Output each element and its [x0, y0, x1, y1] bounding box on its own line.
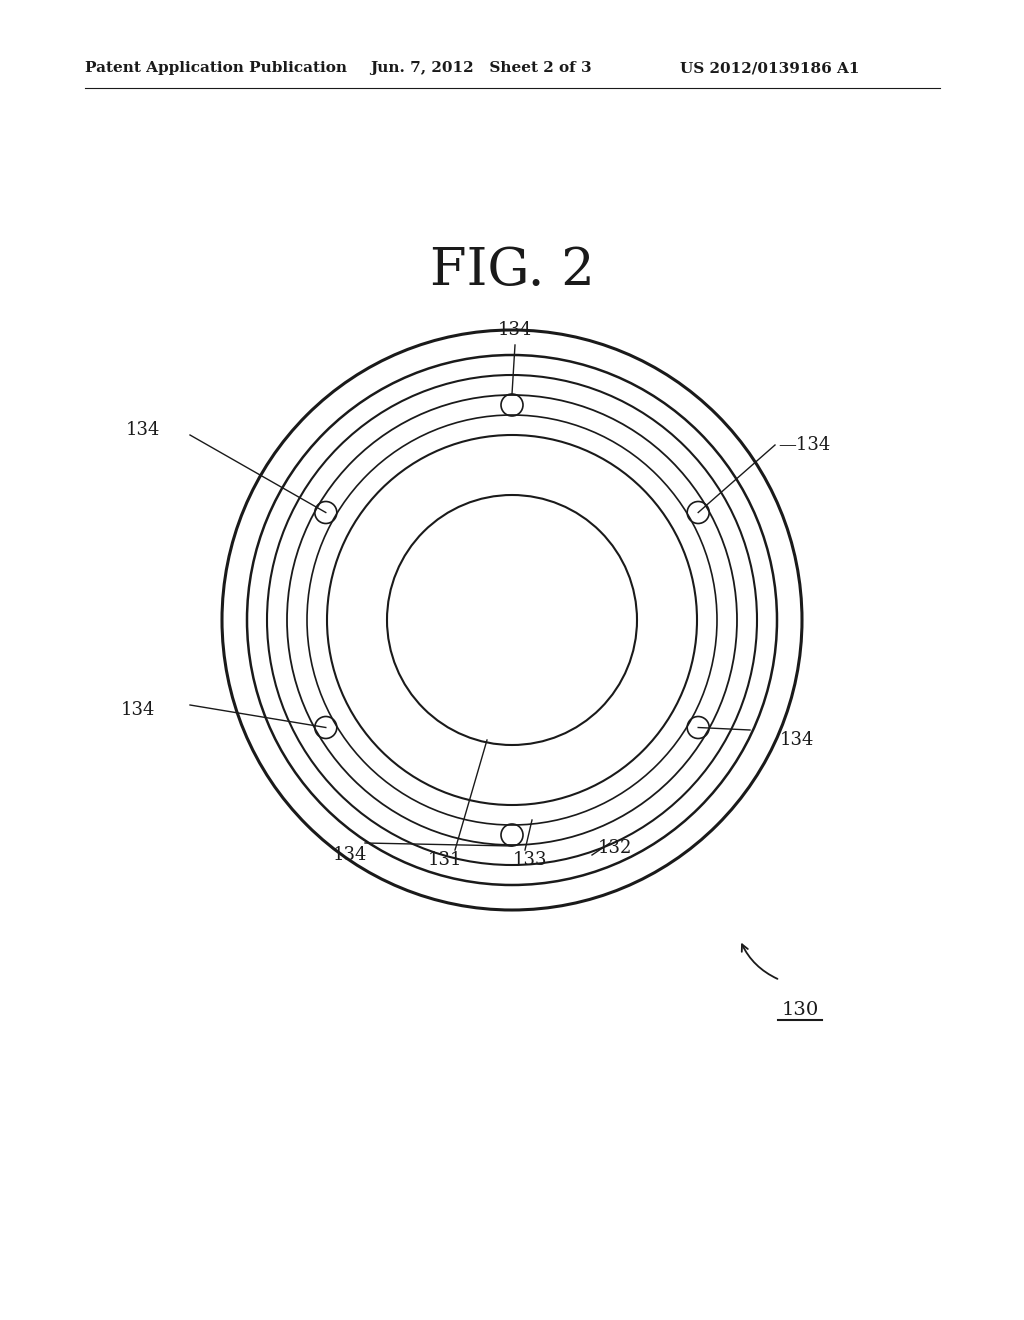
Text: 134: 134 — [780, 731, 814, 748]
Text: 134: 134 — [498, 321, 532, 339]
Text: US 2012/0139186 A1: US 2012/0139186 A1 — [680, 61, 859, 75]
Text: 134: 134 — [126, 421, 160, 440]
Text: 131: 131 — [428, 851, 462, 869]
Text: 132: 132 — [598, 840, 632, 857]
Text: —134: —134 — [778, 436, 830, 454]
Text: 130: 130 — [781, 1001, 818, 1019]
Text: 134: 134 — [333, 846, 368, 865]
Text: FIG. 2: FIG. 2 — [430, 244, 594, 296]
Text: 134: 134 — [121, 701, 155, 719]
Text: Jun. 7, 2012   Sheet 2 of 3: Jun. 7, 2012 Sheet 2 of 3 — [370, 61, 592, 75]
Text: 133: 133 — [513, 851, 547, 869]
Text: Patent Application Publication: Patent Application Publication — [85, 61, 347, 75]
